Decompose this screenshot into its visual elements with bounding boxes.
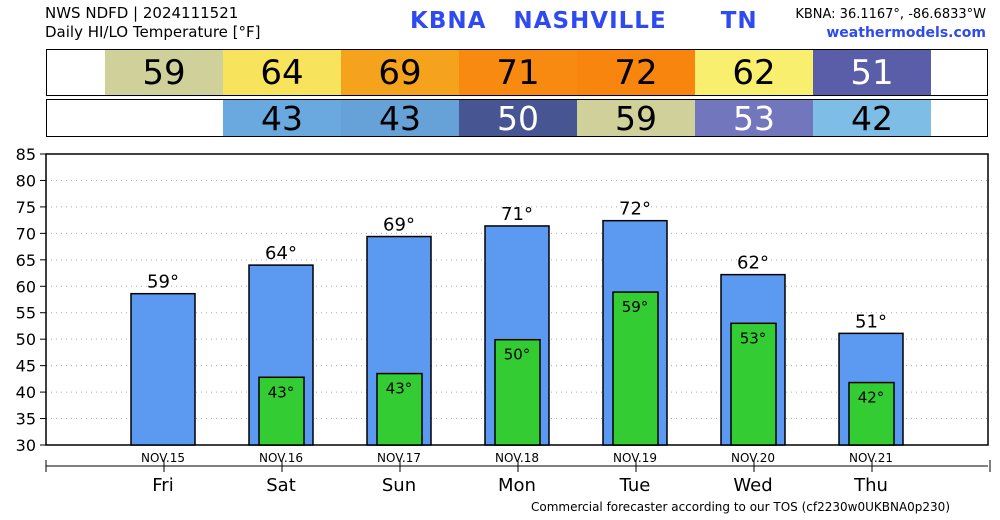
high-label: 72°: [619, 199, 651, 220]
low-label: 42°: [858, 389, 885, 407]
low-label: 59°: [622, 298, 649, 316]
date-label: NOV.15: [141, 451, 185, 465]
header-left: NWS NDFD | 2024111521 Daily HI/LO Temper…: [45, 4, 261, 42]
low-temp-cell: 42: [813, 99, 931, 138]
low-bar: [848, 381, 895, 446]
low-temp-cell: 50: [459, 99, 577, 138]
station-coords: KBNA: 36.1167°, -86.6833°W: [795, 7, 986, 22]
header-right: KBNA: 36.1167°, -86.6833°W weathermodels…: [795, 5, 986, 43]
y-tick-label: 80: [16, 171, 36, 190]
low-bar: [258, 376, 305, 446]
high-temp-cell: 64: [223, 50, 341, 95]
low-label: 43°: [386, 380, 413, 398]
low-bar: [494, 338, 541, 446]
y-tick-label: 70: [16, 224, 36, 243]
high-temp-cell: 71: [459, 50, 577, 95]
low-temp-strip: 43 43 50 59 53 42: [46, 99, 988, 138]
y-tick-label: 55: [16, 304, 36, 323]
high-temp-cell: 62: [695, 50, 813, 95]
low-bar: [730, 322, 777, 446]
source-line: NWS NDFD | 2024111521: [45, 4, 239, 22]
y-tick-label: 40: [16, 383, 36, 402]
date-label: NOV.18: [495, 451, 539, 465]
high-temp-cell: 51: [813, 50, 931, 95]
site-link[interactable]: weathermodels.com: [826, 25, 986, 41]
low-temp-cell: 59: [577, 99, 695, 138]
high-label: 62°: [737, 253, 769, 274]
y-tick-label: 50: [16, 330, 36, 349]
low-temp-cell: 53: [695, 99, 813, 138]
low-label: 53°: [740, 329, 767, 347]
date-label: NOV.17: [377, 451, 421, 465]
low-label: 43°: [268, 383, 295, 401]
date-label: NOV.21: [849, 451, 893, 465]
weekday-label: Fri: [152, 475, 173, 496]
high-temp-cell: 69: [341, 50, 459, 95]
y-tick-label: 85: [16, 145, 36, 164]
chart-subtitle: Daily HI/LO Temperature [°F]: [45, 23, 261, 41]
date-label: NOV.20: [731, 451, 775, 465]
weekday-label: Tue: [619, 475, 651, 496]
low-label: 50°: [504, 346, 531, 364]
high-label: 59°: [147, 272, 179, 293]
footer-note: Commercial forecaster according to our T…: [530, 500, 950, 514]
weekday-label: Thu: [853, 475, 888, 496]
high-bar: [130, 292, 196, 446]
y-tick-label: 45: [16, 357, 36, 376]
high-label: 71°: [501, 204, 533, 225]
weekday-label: Mon: [498, 475, 536, 496]
high-temp-cell: 59: [105, 50, 223, 95]
station-title: KBNA NASHVILLE TN: [410, 8, 758, 34]
low-bar: [612, 291, 659, 446]
weekday-label: Sun: [382, 475, 416, 496]
high-temp-cell: 72: [577, 50, 695, 95]
high-label: 51°: [855, 311, 887, 332]
y-tick-label: 65: [16, 251, 36, 270]
weekday-label: Wed: [733, 475, 772, 496]
low-temp-cell: 43: [223, 99, 341, 138]
low-bar: [376, 372, 423, 446]
y-tick-label: 30: [16, 436, 36, 455]
low-temp-cell: 43: [341, 99, 459, 138]
high-label: 69°: [383, 215, 415, 236]
weekday-label: Sat: [266, 475, 296, 496]
high-label: 64°: [265, 243, 297, 264]
high-temp-strip: 59 64 69 71 72 62 51: [46, 49, 988, 96]
y-tick-label: 75: [16, 198, 36, 217]
y-tick-label: 35: [16, 410, 36, 429]
date-label: NOV.16: [259, 451, 303, 465]
y-tick-label: 60: [16, 277, 36, 296]
date-label: NOV.19: [613, 451, 657, 465]
